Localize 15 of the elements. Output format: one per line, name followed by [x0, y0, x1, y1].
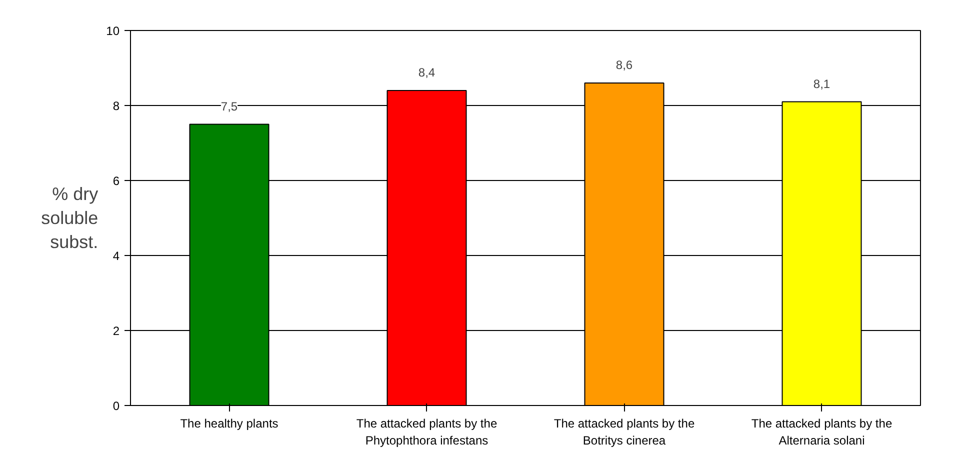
data-label: 8,1 — [813, 76, 830, 91]
y-tick-label: 8 — [112, 99, 120, 113]
y-tick-label: 0 — [112, 399, 120, 413]
x-tick-label: The attacked plants by the Botritys cinerea — [554, 416, 695, 448]
y-tick-label: 2 — [112, 324, 120, 338]
y-tick-label: 4 — [112, 249, 120, 263]
data-label: 8,6 — [616, 58, 633, 72]
y-tick-label: 6 — [112, 174, 120, 188]
data-label: 7,5 — [220, 99, 238, 114]
x-tick-label: The attacked plants by the Phytophthora infestans — [356, 416, 498, 448]
y-tick-label: 10 — [106, 24, 120, 38]
y-axis-title: % dry soluble subst. — [41, 184, 98, 252]
data-label: 8,4 — [418, 66, 436, 80]
x-tick-label: The attacked plants by the Alternaria solani — [751, 416, 892, 448]
x-tick-label: The healthy plants — [180, 416, 278, 430]
